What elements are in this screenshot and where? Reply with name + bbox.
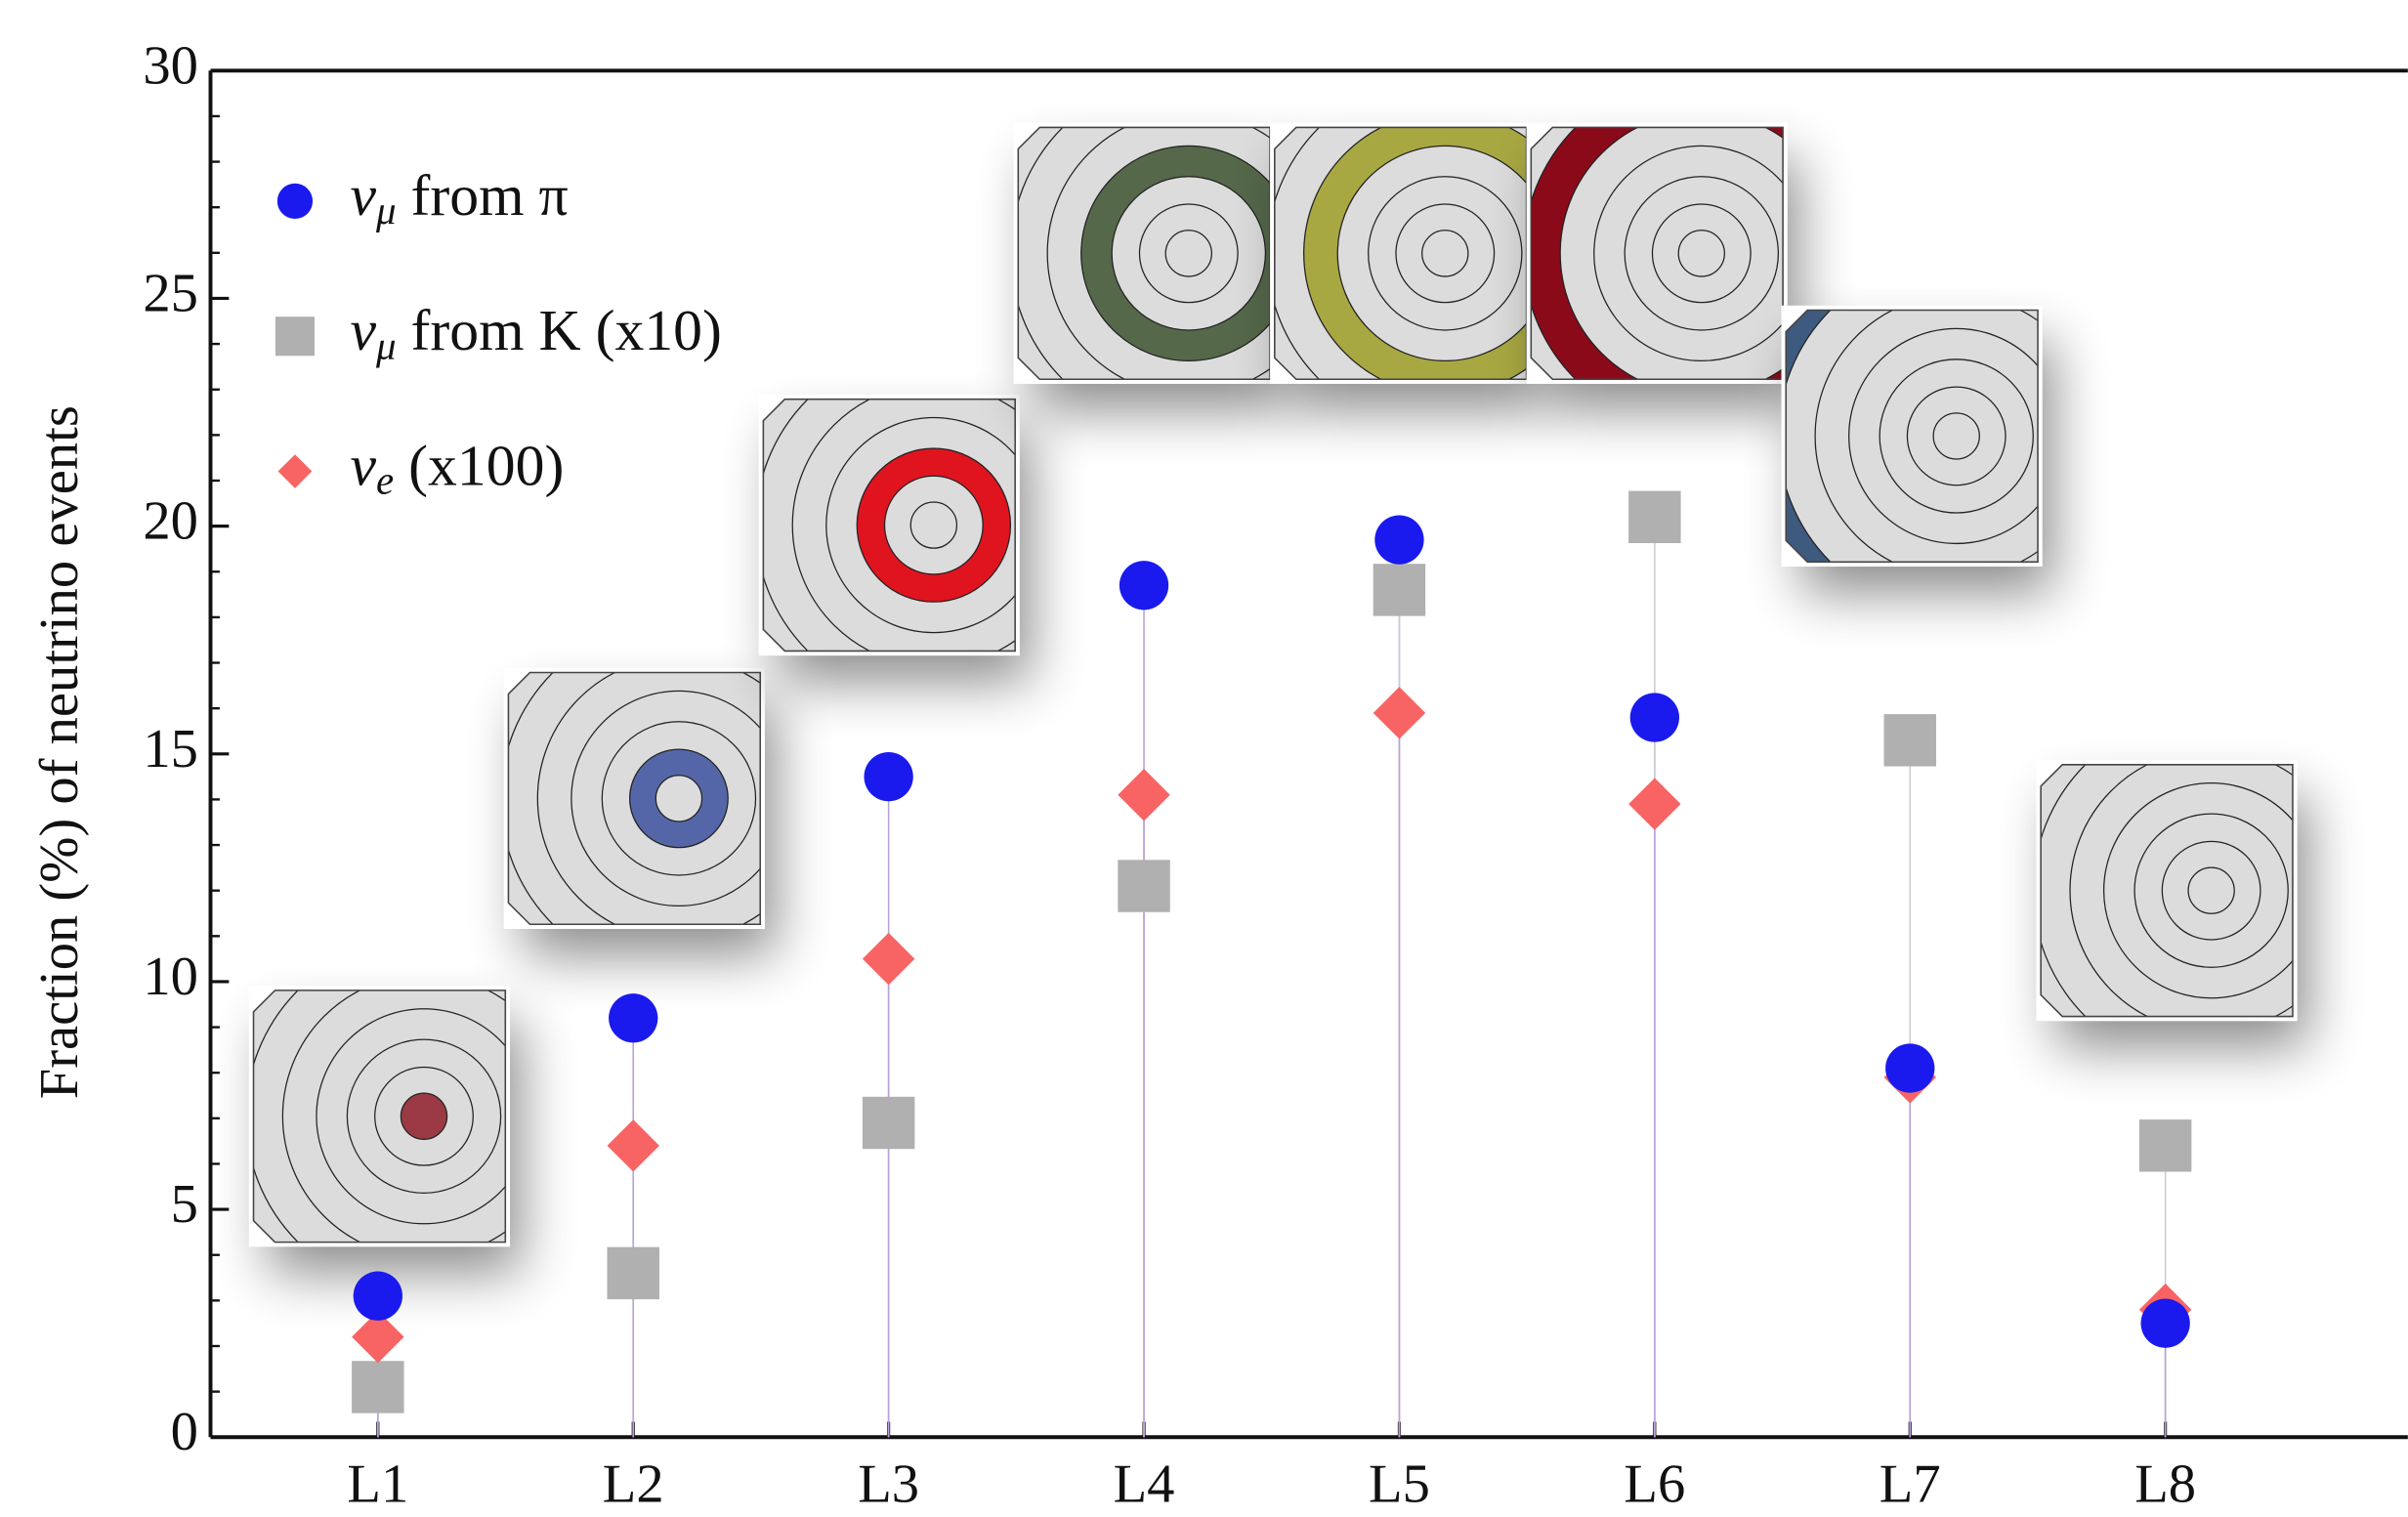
point <box>1118 860 1169 911</box>
y-axis-label: Fraction (%) of neutrino events <box>29 405 90 1099</box>
point <box>1374 515 1423 564</box>
inset-bg <box>1786 311 2038 563</box>
point <box>608 1119 659 1171</box>
y-tick-label: 15 <box>143 719 198 780</box>
point <box>354 1272 402 1321</box>
point <box>1628 491 1680 543</box>
inset-bg <box>2041 765 2293 1017</box>
inset-bg <box>254 990 506 1243</box>
x-tick-label: L1 <box>347 1454 408 1515</box>
legend-label: νμ from π <box>351 163 569 233</box>
x-tick-label: L4 <box>1114 1454 1175 1515</box>
inset <box>1904 583 2408 1198</box>
y-tick-label: 10 <box>143 947 198 1007</box>
inset-body <box>1904 583 2408 1198</box>
inset-bg <box>763 400 1015 652</box>
point <box>609 993 657 1042</box>
point <box>608 1247 659 1299</box>
legend-marker <box>278 454 313 488</box>
x-tick-label: L5 <box>1369 1454 1430 1515</box>
point <box>863 1097 914 1149</box>
point <box>864 752 912 801</box>
point <box>1884 714 1936 766</box>
y-tick-label: 5 <box>171 1174 198 1235</box>
legend-label: νμ from K (x10) <box>351 298 722 368</box>
x-tick-label: L2 <box>603 1454 664 1515</box>
point <box>1118 769 1169 821</box>
point <box>1373 687 1425 738</box>
x-tick-label: L6 <box>1624 1454 1685 1515</box>
y-tick-label: 20 <box>143 491 198 552</box>
point <box>1120 561 1168 610</box>
x-tick-label: L7 <box>1880 1454 1941 1515</box>
legend-marker <box>277 184 313 219</box>
point <box>1628 778 1680 829</box>
y-tick-label: 30 <box>143 35 198 96</box>
point <box>1373 564 1425 615</box>
legend-label: νe (x100) <box>351 433 565 503</box>
point <box>1885 1043 1934 1092</box>
legend-marker <box>275 316 315 356</box>
point <box>1630 693 1679 741</box>
point <box>2140 1299 2189 1348</box>
page: Fraction (%) of neutrino events 0 5 10 15 20… <box>0 0 2408 1517</box>
point <box>863 933 914 985</box>
chart: Fraction (%) of neutrino events 0 5 10 15 20… <box>0 0 2408 1517</box>
point <box>352 1361 403 1412</box>
x-tick-label: L3 <box>858 1454 919 1515</box>
x-tick-label: L8 <box>2134 1454 2196 1515</box>
point <box>2139 1119 2191 1171</box>
y-tick-label: 25 <box>143 263 198 323</box>
y-tick-label: 0 <box>171 1402 198 1462</box>
